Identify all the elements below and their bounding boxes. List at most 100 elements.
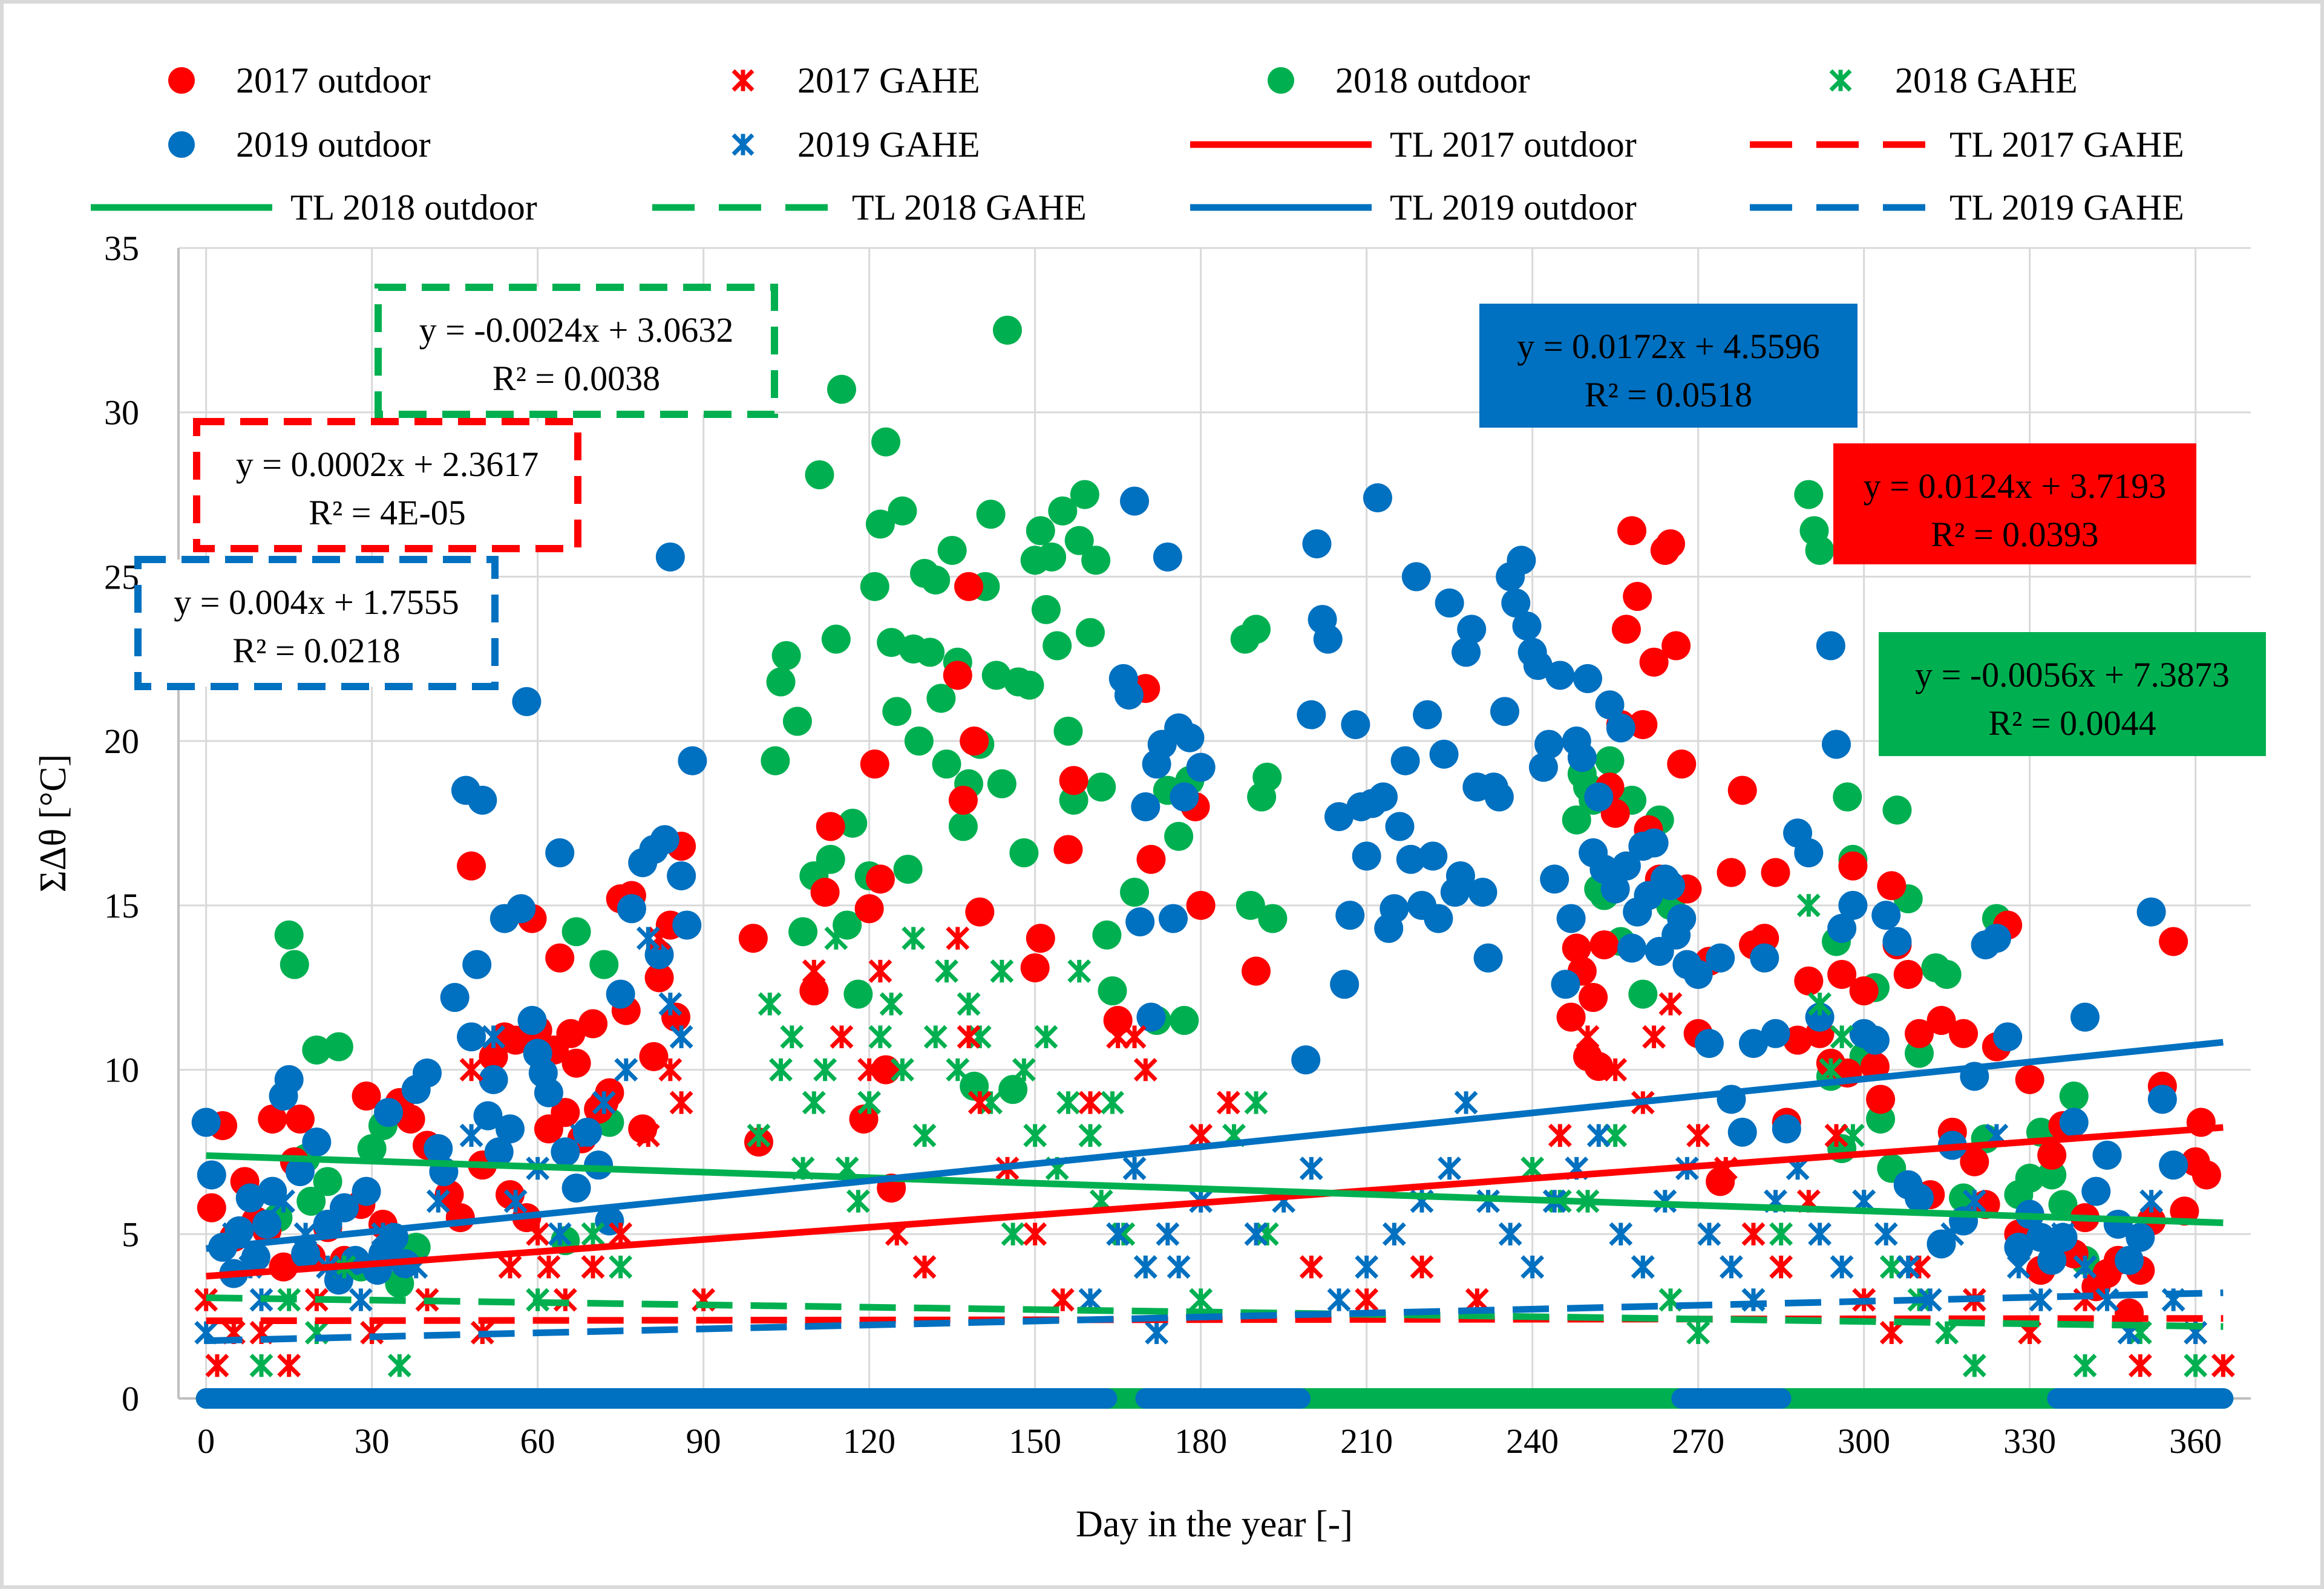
data-point [1808, 992, 1832, 1016]
data-point [352, 1176, 381, 1206]
data-point [1667, 749, 1697, 779]
data-point [1015, 670, 1044, 700]
data-point [838, 809, 868, 838]
data-point [1611, 615, 1641, 644]
data-point-glyph [1697, 1222, 1721, 1246]
data-point [1783, 1025, 1813, 1055]
data-point [617, 894, 646, 924]
data-point-glyph [2073, 1354, 2097, 1378]
data-point [2159, 1150, 2188, 1180]
data-point-glyph [2073, 1255, 2097, 1279]
trendline [206, 1289, 2224, 1345]
data-point [860, 749, 889, 779]
data-point-glyph [1133, 1058, 1157, 1082]
series-2018-gahe [221, 893, 2208, 1378]
data-point [1380, 894, 1409, 924]
data-point-glyph [503, 1189, 528, 1213]
data-point [291, 1239, 321, 1268]
data-point-glyph [1189, 1123, 1213, 1147]
data-point [1507, 546, 1536, 575]
data-point-glyph [1962, 1189, 1986, 1213]
data-point [1827, 959, 1857, 989]
data-point [1600, 874, 1630, 904]
data-point [967, 1091, 992, 1115]
data-point [993, 315, 1022, 345]
data-point [1686, 1123, 1710, 1147]
data-point [545, 838, 575, 867]
data-point-glyph [846, 1189, 870, 1213]
data-point [998, 1075, 1028, 1104]
data-point [816, 812, 845, 841]
data-point [1962, 1189, 1986, 1213]
legend-label: 2017 outdoor [236, 60, 431, 100]
data-point [445, 1203, 475, 1233]
data-point [517, 1006, 547, 1036]
data-point [1628, 979, 1658, 1009]
data-point [1122, 1025, 1147, 1049]
x-tick-label: 90 [686, 1421, 721, 1461]
data-point [1341, 710, 1370, 739]
data-point [482, 1025, 506, 1049]
data-point [1805, 535, 1835, 565]
data-point-glyph [857, 1091, 882, 1115]
data-point-glyph [1167, 1255, 1191, 1279]
data-point [915, 638, 945, 667]
data-point [1037, 542, 1067, 572]
data-point [1611, 851, 1641, 881]
legend-item: 2017 outdoor [168, 60, 431, 100]
legend-item: TL 2017 outdoor [1190, 125, 1637, 165]
data-point-glyph [824, 926, 848, 950]
data-point-glyph [957, 1025, 981, 1049]
data-point-glyph [802, 959, 826, 984]
data-point [1960, 1147, 1989, 1176]
x-tick-label: 0 [197, 1421, 215, 1461]
data-point [857, 1058, 882, 1082]
data-point [2026, 1222, 2055, 1252]
equation-box: y = -0.0024x + 3.0632 R² = 0.0038 [375, 284, 778, 418]
legend-item: 2019 outdoor [168, 125, 431, 165]
data-point-glyph [669, 1091, 693, 1115]
data-point [459, 1058, 483, 1082]
data-point [912, 1255, 937, 1279]
data-point [1879, 1320, 1903, 1345]
data-point-glyph [1808, 992, 1832, 1016]
x-tick-label: 210 [1340, 1421, 1393, 1461]
data-point [1523, 651, 1553, 680]
equation-text: y = 0.0124x + 3.7193 [1864, 466, 2166, 506]
equation-box-frame [375, 284, 778, 418]
x-tick-label: 270 [1672, 1421, 1724, 1461]
data-point [1242, 956, 1271, 986]
data-point [957, 992, 981, 1016]
equation-box: y = -0.0056x + 7.3873 R² = 0.0044 [1879, 632, 2266, 756]
data-point [1401, 562, 1431, 592]
data-point [1595, 746, 1625, 775]
data-point [1761, 1019, 1790, 1048]
legend-label: TL 2017 outdoor [1390, 125, 1637, 165]
data-point [1838, 890, 1868, 920]
legend-label: TL 2019 GAHE [1949, 188, 2184, 227]
data-point-glyph [1719, 1255, 1743, 1279]
trendline [206, 1294, 2224, 1330]
data-point [1258, 904, 1288, 933]
equation-box: y = 0.004x + 1.7555 R² = 0.0218 [134, 556, 499, 690]
data-point-glyph [1454, 1091, 1478, 1115]
data-point [865, 864, 895, 894]
data-point [1153, 542, 1182, 572]
data-point [1794, 480, 1824, 509]
data-point [1186, 890, 1216, 920]
data-point-glyph [1078, 1091, 1102, 1115]
data-point [766, 667, 796, 697]
data-point [349, 1288, 373, 1312]
data-point [1548, 1123, 1572, 1147]
data-point [1070, 480, 1099, 509]
data-point [1064, 526, 1094, 555]
data-point [843, 979, 873, 1009]
data-point [1355, 1255, 1379, 1279]
data-point [1639, 828, 1669, 858]
trendline [206, 1039, 2224, 1252]
data-point [2159, 927, 2188, 956]
data-point [1830, 1025, 1854, 1049]
r-squared-text: R² = 0.0038 [493, 359, 660, 398]
data-point [457, 851, 486, 881]
data-point-glyph [1879, 1320, 1903, 1345]
